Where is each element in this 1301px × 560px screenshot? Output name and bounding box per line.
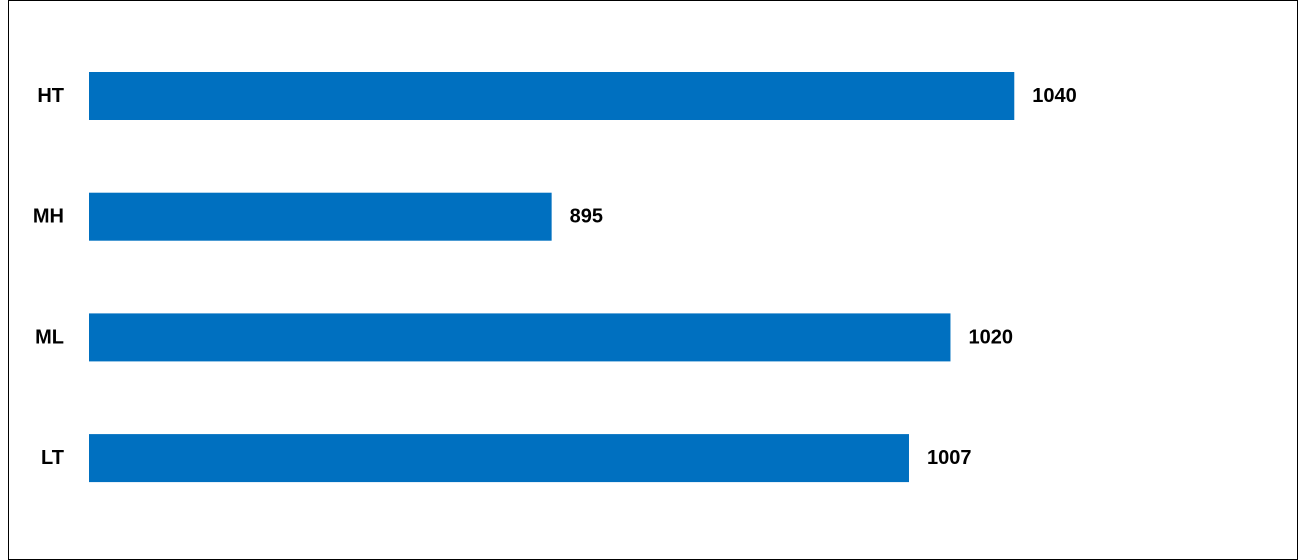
bar-lt xyxy=(89,434,909,483)
bar-chart: HT MH ML LT 1040 895 1020 1007 xyxy=(33,72,1077,483)
category-label-lt: LT xyxy=(41,447,64,469)
category-label-mh: MH xyxy=(33,206,64,228)
value-labels: 1040 895 1020 1007 xyxy=(570,85,1077,469)
value-label-ht: 1040 xyxy=(1032,85,1077,107)
bar-ml xyxy=(89,313,951,362)
category-label-ht: HT xyxy=(37,85,64,107)
bar-ht xyxy=(89,72,1015,120)
category-labels: HT MH ML LT xyxy=(33,85,64,469)
category-label-ml: ML xyxy=(35,326,64,348)
value-label-ml: 1020 xyxy=(968,326,1013,348)
value-label-mh: 895 xyxy=(570,206,603,228)
bar-mh xyxy=(89,192,552,241)
bars-layer xyxy=(89,72,1015,483)
value-label-lt: 1007 xyxy=(927,447,972,469)
